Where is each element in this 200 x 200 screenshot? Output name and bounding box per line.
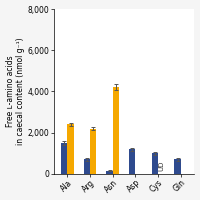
Bar <box>152 153 158 174</box>
Bar <box>174 159 181 174</box>
Bar <box>113 87 119 174</box>
Y-axis label: Free ʟ-amino acids
in caecal content (nmol g⁻¹): Free ʟ-amino acids in caecal content (nm… <box>6 38 25 145</box>
Bar <box>90 129 96 174</box>
Bar <box>129 149 135 174</box>
Bar <box>61 143 67 174</box>
Bar <box>67 124 74 174</box>
Bar <box>84 159 90 174</box>
Text: UD: UD <box>158 160 164 171</box>
Bar <box>106 171 113 174</box>
